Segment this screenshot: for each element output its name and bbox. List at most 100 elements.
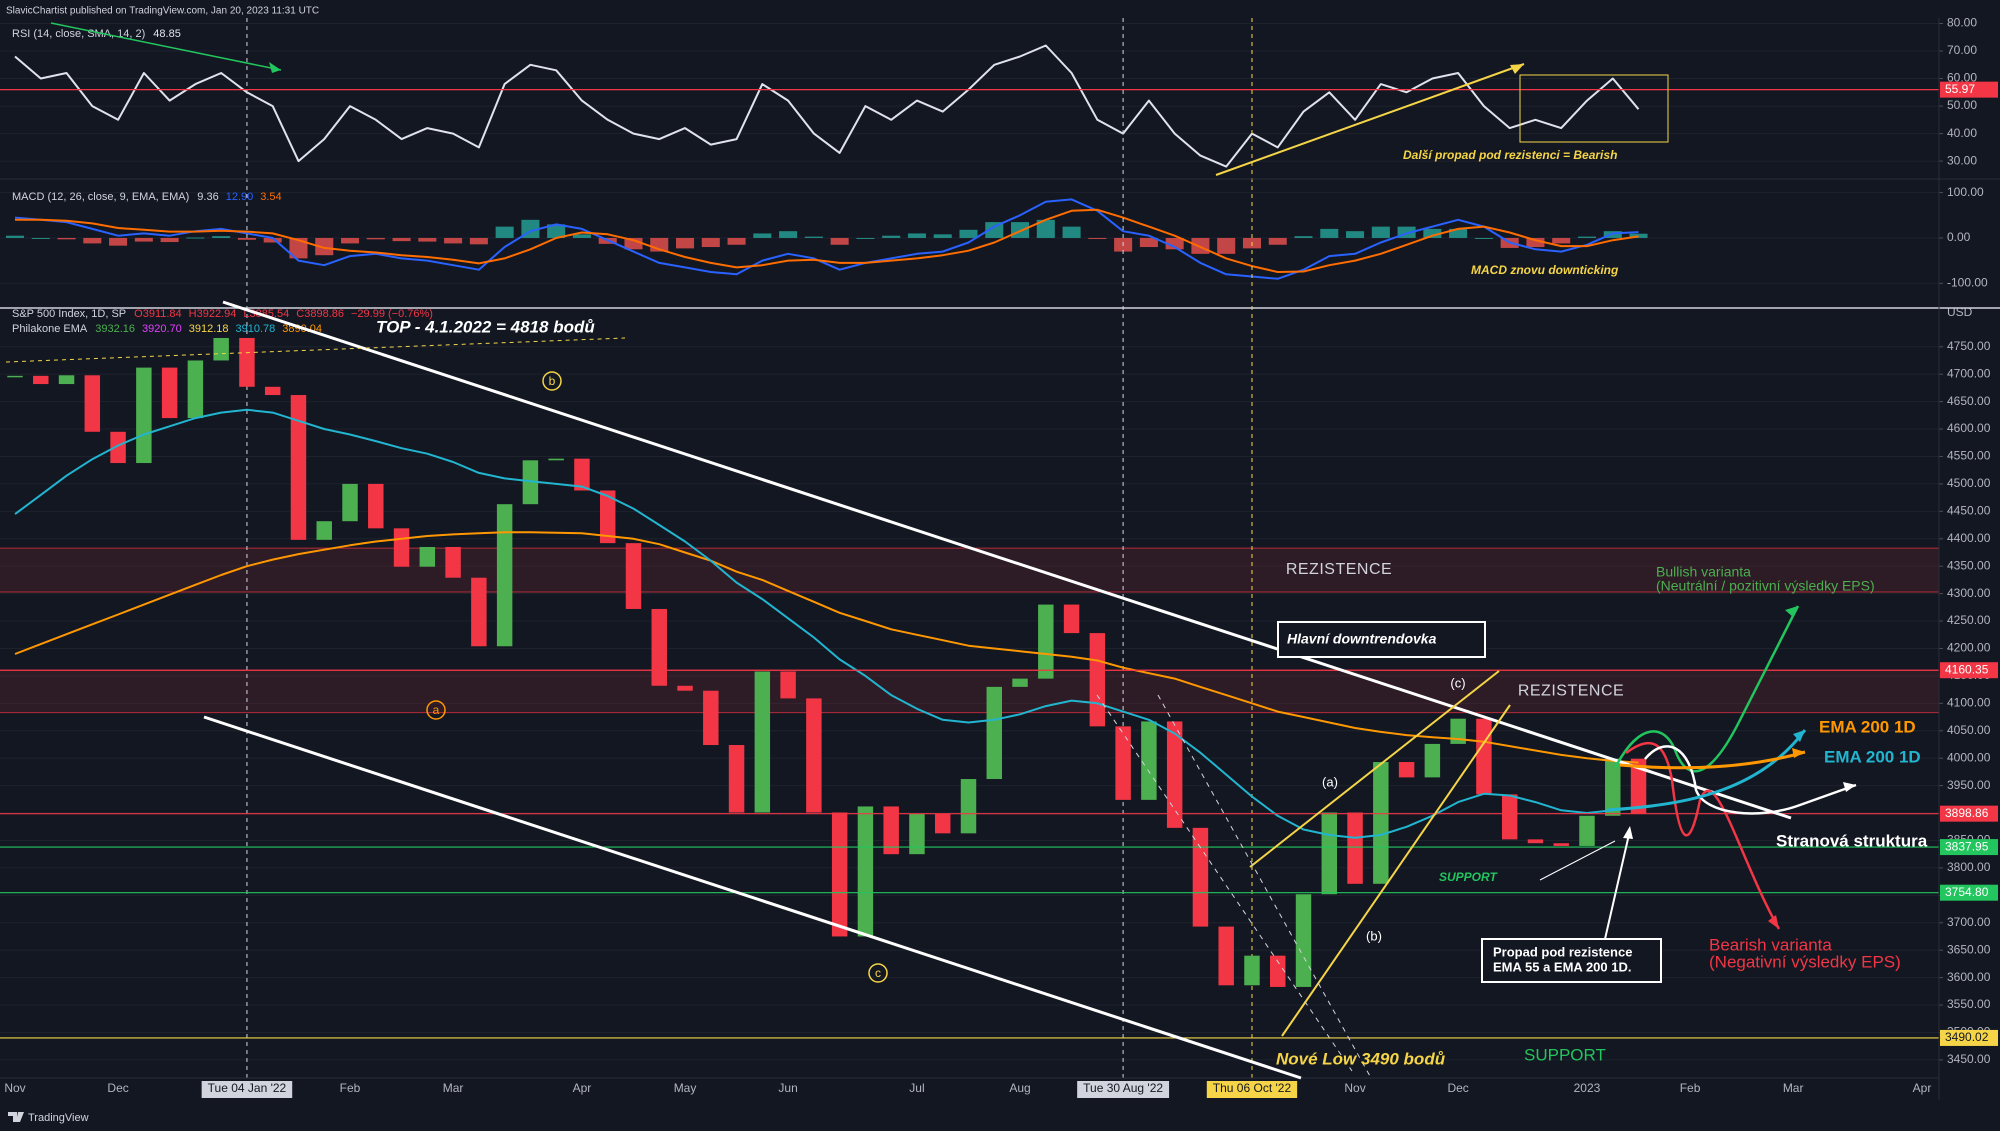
histogram-bar [572,234,591,238]
candle [1218,926,1234,986]
candle [625,543,642,609]
y-tick-label: 4500.00 [1947,476,1991,490]
price-label-bg [1940,884,1998,901]
x-label-bg [201,1081,293,1098]
histogram-bar [933,234,952,238]
resistance-zone [0,670,1939,713]
y-tick-label: 70.00 [1947,43,1977,57]
series-line [14,408,1639,839]
series-line [14,44,1640,168]
candle [548,458,564,461]
wave-label: b [549,374,556,388]
annotation: (Neutrální / pozitivní výsledky EPS) [1656,578,1875,594]
candle [1605,758,1621,816]
candle [84,375,101,432]
candle [909,813,925,855]
wave-marker [426,700,446,720]
trendline [50,22,282,71]
candle [754,671,771,813]
histogram-bar [1165,237,1184,250]
candle [445,546,461,578]
zone-label: REZISTENCE [1518,683,1624,700]
histogram-bar [289,237,308,259]
histogram-bar [1577,236,1597,238]
histogram-bar [959,229,978,238]
highlight-box [1519,74,1669,143]
x-tick-label: Nov [4,1081,25,1095]
histogram-bar [83,237,102,244]
histogram-bar [985,222,1004,238]
y-tick-label: 4550.00 [1947,449,1991,463]
candle [1450,718,1466,744]
x-tick-label: Tue 04 Jan '22 [208,1081,287,1095]
legend-value: 3932.16 [95,323,135,335]
scenario-arrow [1625,741,1781,930]
legend-title: RSI (14, close, SMA, 14, 2) [12,28,145,40]
histogram-bar [1397,226,1416,238]
x-tick-label: Feb [1680,1081,1701,1095]
y-tick-label: 3800.00 [1947,860,1991,874]
candle [1373,762,1389,884]
trendline [1249,670,1500,868]
histogram-bar [1423,228,1442,238]
histogram-bar [547,224,566,238]
candle [1347,812,1363,884]
x-tick-label: Dec [107,1081,128,1095]
histogram-bar [1320,228,1339,238]
annotation: TOP - 4.1.2022 = 4818 bodů [376,317,595,336]
scenario-arrow [1606,729,1807,812]
candle [1476,718,1492,795]
arrowhead [1793,730,1805,742]
x-tick-label: Apr [573,1081,592,1095]
histogram-bar [676,237,695,249]
x-label-bg [1206,1081,1298,1098]
annotation: (Negativní výsledky EPS) [1709,952,1901,971]
wave-label: c [875,966,881,980]
x-tick-label: Aug [1009,1081,1030,1095]
histogram-bar [1474,237,1493,239]
candle [1527,839,1544,844]
wave-marker [542,371,562,391]
footer: TradingView [28,1112,89,1124]
candle [239,337,255,387]
histogram-bar [1139,237,1158,248]
candle [187,360,204,419]
histogram-bar [830,237,849,245]
annotation: SUPPORT [1439,870,1498,884]
pointer-arrow [1604,829,1631,940]
candle [419,546,436,567]
series-line [14,531,1639,764]
histogram-bar [804,236,823,238]
arrowhead [1510,64,1524,74]
candle [290,395,307,540]
candle [471,577,487,647]
histogram-bar [1011,222,1030,238]
y-tick-label: -100.00 [1947,275,1988,289]
candle [1063,604,1080,634]
y-tick-label: 4200.00 [1947,641,1991,655]
legend-value: 48.85 [153,28,181,40]
candle [1501,794,1518,840]
candle [1270,955,1286,987]
arrowhead [1785,606,1798,617]
candle [1166,721,1183,828]
price-label: 55.97 [1945,82,1975,96]
x-tick-label: Thu 06 Oct '22 [1213,1081,1292,1095]
histogram-bar [1062,226,1081,238]
histogram-bar [109,237,128,246]
series-line [14,198,1639,280]
wave-label: a [433,703,440,717]
annotation: Další propad pod rezistenci = Bearish [1403,148,1617,162]
histogram-bar [1346,231,1365,238]
channel-line [222,300,1792,820]
histogram-bar [1629,233,1648,238]
wave-label: (c) [1450,675,1465,690]
zone-label: REZISTENCE [1286,561,1392,578]
histogram-bar [1191,237,1210,254]
y-tick-label: 60.00 [1947,71,1977,85]
series-line [15,208,1639,273]
annotation: EMA 200 1D [1819,717,1916,736]
histogram-bar [779,231,798,238]
candle [703,690,719,746]
histogram-bar [57,237,76,240]
